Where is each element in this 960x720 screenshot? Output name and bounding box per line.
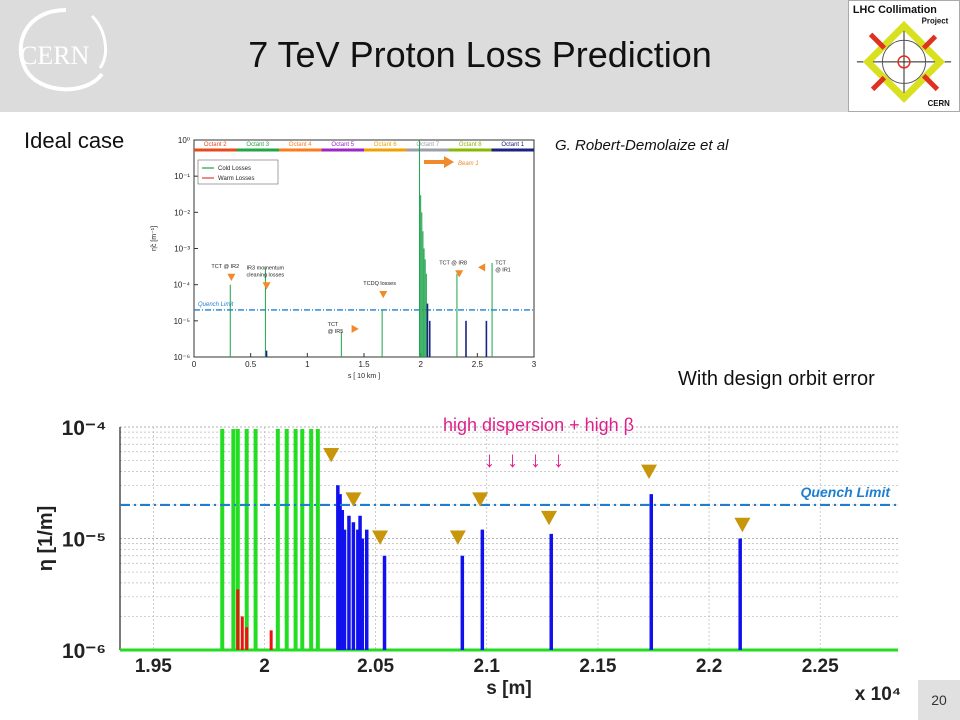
x-multiplier-label: x 10⁴ [855, 684, 901, 705]
octant-label: Octant 4 [289, 142, 312, 148]
legend-warm-label: Warm Losses [218, 176, 254, 182]
x-tick-label: 2 [418, 360, 423, 369]
dispersion-annotation: high dispersion + high β [443, 415, 634, 435]
slide-title: 7 TeV Proton Loss Prediction [248, 34, 712, 75]
x-tick-label: 1 [305, 360, 310, 369]
dispersion-arrow: ↓ [484, 447, 495, 472]
legend-box [197, 159, 279, 185]
y-tick-label: 10⁻⁴ [62, 417, 107, 440]
annotation-text: TCT @ IR2 [211, 264, 239, 270]
annotation-text: @ IR1 [495, 267, 511, 273]
cern-logo-text: CERN [20, 41, 90, 70]
octant-label: Octant 3 [246, 142, 269, 148]
x-tick-label: 1.95 [135, 656, 172, 677]
x-tick-label: 2.25 [802, 656, 839, 677]
loss-marker [734, 517, 751, 533]
octant-label: Octant 8 [459, 142, 482, 148]
author-label: G. Robert-Demolaize et al [555, 137, 729, 154]
octant-label: Octant 1 [501, 142, 524, 148]
y-axis-label: η [1/m] [35, 506, 57, 572]
loss-marker [345, 492, 362, 507]
logo-line-1: LHC Collimation [853, 4, 937, 16]
octant-label: Octant 2 [204, 142, 227, 148]
orbit-error-chart: 10⁻⁴ 10⁻⁵ 10⁻⁶ 1.95 2 2.05 2.1 2.15 2.2 2.25 s [m]… [35, 415, 901, 705]
x-tick-label: 2.05 [357, 656, 394, 677]
logo-ring-arc [18, 8, 104, 92]
annotation-text: cleaning losses [247, 272, 285, 278]
logo-red-jaw-1 [868, 32, 887, 50]
y-tick-label: 10⁻⁴ [173, 281, 190, 290]
annotation-marker [262, 282, 271, 290]
logo-yellow-diamond [863, 20, 945, 103]
annotation-text: TCT @ IR8 [439, 260, 467, 266]
annotation-text: TCT [495, 260, 506, 266]
quench-limit-label: Quench Limit [198, 302, 234, 308]
x-tick-label: 2.5 [472, 360, 484, 369]
lhc-collimation-logo: LHC Collimation Project CERN [848, 0, 960, 112]
orbit-error-label: With design orbit error [678, 368, 875, 390]
x-tick-label: 0 [192, 360, 197, 369]
logo-line-3: CERN [928, 99, 951, 108]
annotation-text: @ IR5 [328, 329, 344, 335]
annotation-marker [478, 263, 486, 272]
logo-ring-arc-small [90, 14, 108, 69]
x-tick-label: 2.15 [579, 656, 616, 677]
x-tick-label: 2 [259, 656, 270, 677]
y-axis-label: η̃c [m⁻¹] [151, 226, 158, 251]
annotation-text: TCDQ losses [363, 281, 396, 287]
dispersion-arrow: ↓ [530, 447, 541, 472]
ideal-case-label: Ideal case [24, 128, 125, 153]
x-tick-label: 2.1 [474, 656, 501, 677]
y-tick-label: 10⁻³ [174, 245, 190, 254]
annotation-text: TCT [328, 322, 339, 328]
y-tick-label: 10⁻⁶ [62, 640, 106, 663]
x-tick-label: 3 [532, 360, 537, 369]
loss-marker [323, 447, 340, 463]
loss-marker [541, 510, 558, 526]
quench-limit-label: Quench Limit [801, 484, 892, 500]
loss-marker [372, 530, 389, 545]
ideal-case-chart: 10⁰ 10⁻¹ 10⁻² 10⁻³ 10⁻⁴ 10⁻⁵ 10⁻⁶0 0.5 1 1.5 2 2.5 3… [151, 136, 537, 380]
dispersion-arrow: ↓ [553, 447, 564, 472]
x-tick-label: 1.5 [358, 360, 370, 369]
y-tick-label: 10⁻⁵ [174, 317, 190, 326]
page-number: 20 [918, 680, 960, 720]
beam-arrow [424, 156, 454, 168]
loss-marker [641, 464, 658, 479]
y-tick-label: 10⁻⁶ [174, 353, 190, 362]
logo-circle [881, 39, 927, 84]
loss-marker [472, 492, 489, 507]
dispersion-arrow: ↓ [507, 447, 518, 472]
x-axis-label: s [m] [486, 678, 531, 699]
legend-cold-label: Cold Losses [218, 166, 251, 172]
logo-red-jaw-4 [870, 75, 887, 92]
annotation-marker [455, 270, 464, 278]
x-axis-label: s [ 10 km ] [348, 373, 380, 380]
x-tick-label: 2.2 [696, 656, 722, 677]
loss-marker [449, 530, 466, 545]
header-band [0, 0, 960, 112]
logo-red-jaw-2 [921, 73, 940, 92]
logo-red-jaw-3 [921, 34, 938, 50]
y-tick-label: 10⁻⁵ [62, 529, 106, 552]
y-tick-label: 10⁻¹ [174, 172, 190, 181]
cern-logo: CERN [18, 8, 108, 92]
y-tick-label: 10⁰ [178, 136, 190, 145]
y-tick-label: 10⁻² [174, 208, 190, 217]
annotation-text: IR3 momentum [247, 265, 285, 271]
annotation-marker [351, 324, 359, 333]
beam-label: Beam 1 [458, 161, 479, 167]
x-tick-label: 0.5 [245, 360, 257, 369]
annotation-marker [379, 291, 388, 299]
logo-beam [897, 55, 911, 69]
logo-line-2: Project [922, 17, 949, 26]
octant-label: Octant 6 [374, 142, 397, 148]
annotation-marker [227, 273, 236, 282]
octant-label: Octant 5 [331, 142, 354, 148]
octant-label: Octant 7 [416, 142, 439, 148]
